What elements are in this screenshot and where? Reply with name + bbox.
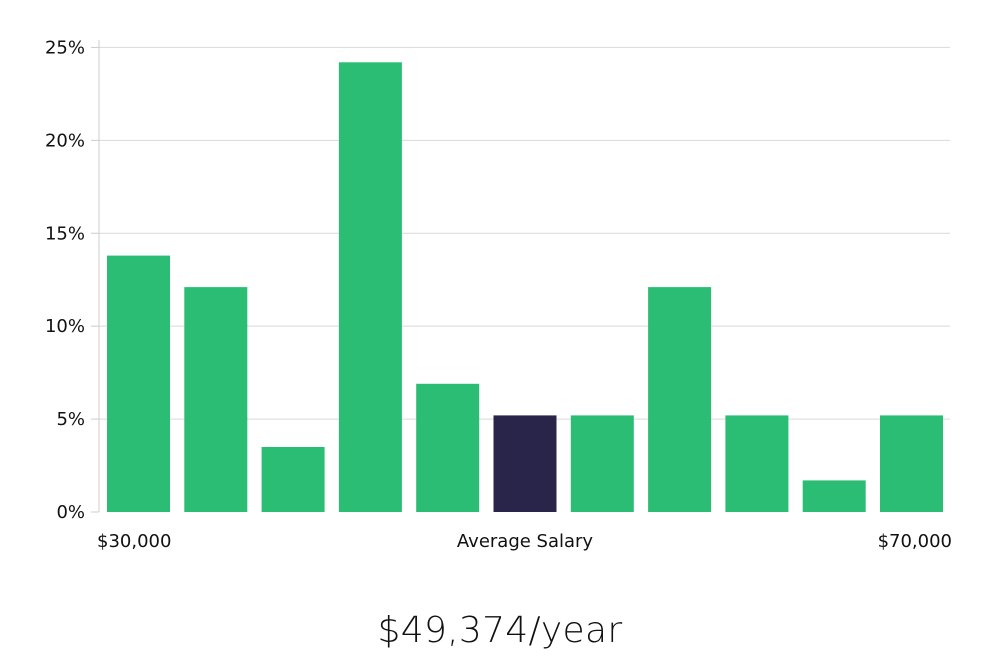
bar bbox=[648, 287, 712, 512]
bar bbox=[880, 415, 943, 512]
x-label-left: $30,000 bbox=[97, 531, 171, 552]
y-axis-ticks: 0% 5% 10% 15% 20% 25% bbox=[45, 37, 99, 523]
bar bbox=[184, 287, 248, 512]
bars bbox=[107, 62, 943, 513]
y-tick-label: 15% bbox=[45, 223, 85, 244]
average-salary-value: $49,374/year bbox=[377, 610, 623, 651]
bar bbox=[261, 447, 325, 512]
bar bbox=[725, 415, 789, 512]
bar bbox=[107, 255, 170, 512]
bar-highlighted bbox=[493, 415, 557, 512]
bar bbox=[416, 383, 480, 512]
x-label-center: Average Salary bbox=[457, 531, 594, 552]
y-tick-label: 25% bbox=[45, 37, 85, 58]
bar bbox=[338, 62, 402, 513]
y-tick-label: 10% bbox=[45, 316, 85, 337]
y-tick-label: 0% bbox=[56, 502, 85, 523]
salary-histogram: 0%5%10%15%20%25% $30,000 Average Salary … bbox=[45, 37, 952, 552]
bar bbox=[570, 415, 634, 512]
bar bbox=[802, 480, 866, 512]
x-label-right: $70,000 bbox=[878, 531, 952, 552]
y-tick-label: 20% bbox=[45, 130, 85, 151]
y-tick-label: 5% bbox=[56, 409, 85, 430]
